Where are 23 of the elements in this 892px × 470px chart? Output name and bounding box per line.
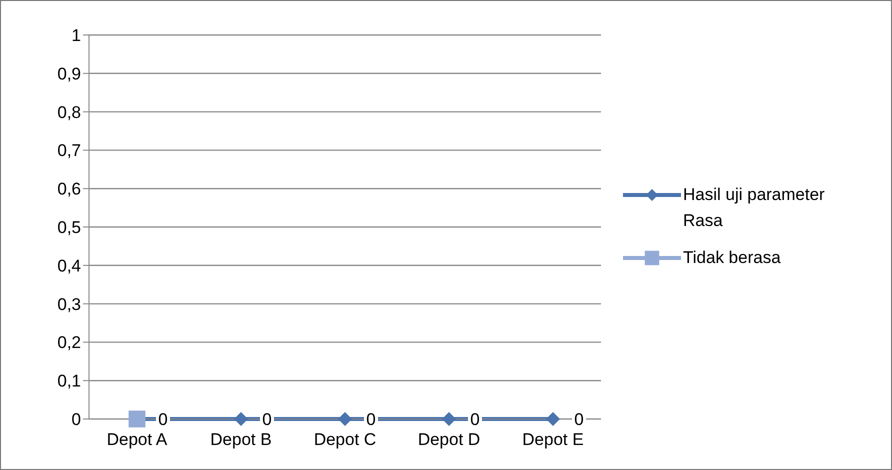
x-tick-label: Depot E — [522, 430, 584, 450]
legend-label: Hasil uji parameter Rasa — [683, 184, 826, 232]
data-label: 0 — [470, 410, 480, 429]
legend-label: Tidak berasa — [683, 247, 781, 269]
y-tick-label: 1 — [72, 26, 81, 46]
y-tick-label: 0 — [72, 410, 81, 430]
data-label: 0 — [366, 410, 376, 429]
x-tick-label: Depot C — [314, 430, 376, 450]
y-tick-label: 0,1 — [57, 372, 81, 391]
x-tick-label: Depot A — [106, 430, 168, 450]
y-tick-label: 0,5 — [57, 218, 81, 238]
y-tick-label: 0,4 — [57, 256, 81, 276]
y-tick-label: 0,7 — [57, 141, 81, 160]
data-label: 0 — [262, 410, 272, 429]
data-label: 0 — [158, 410, 168, 429]
data-label: 0 — [574, 410, 584, 429]
x-tick-label: Depot B — [210, 430, 272, 450]
x-tick-label: Depot D — [418, 430, 480, 450]
y-tick-label: 0,2 — [57, 333, 81, 352]
y-tick-label: 0,9 — [57, 64, 81, 84]
y-tick-label: 0,6 — [57, 180, 81, 199]
y-tick-label: 0,8 — [57, 102, 81, 122]
y-tick-label: 0,3 — [57, 294, 81, 314]
